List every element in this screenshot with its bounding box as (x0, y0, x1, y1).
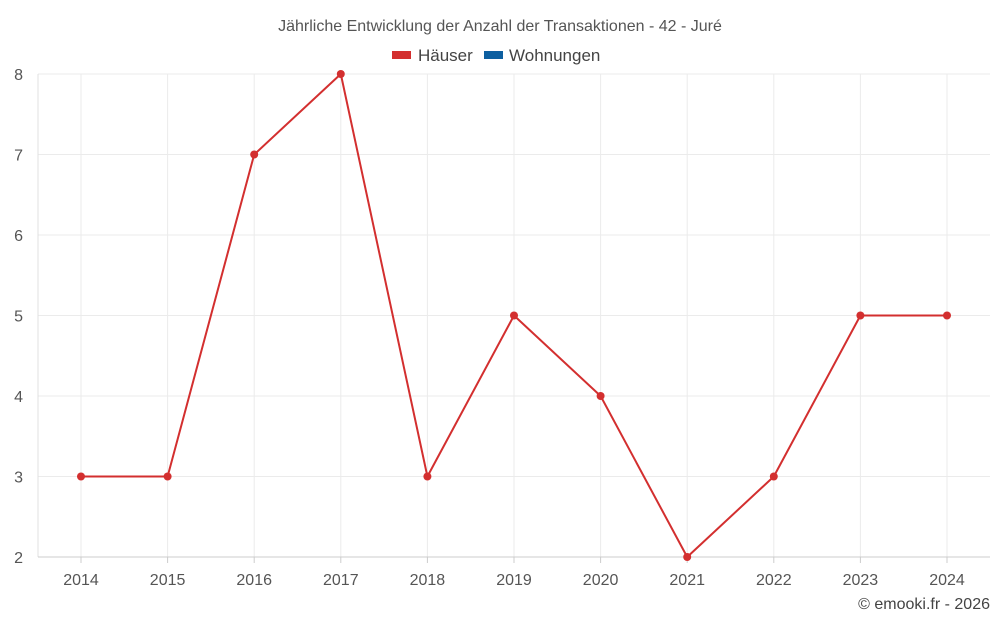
axes: 2 3 4 5 6 7 8 2014 2015 2016 2017 2018 2019 2020 2021 2… (14, 67, 990, 589)
y-tick-label-8: 8 (14, 67, 23, 84)
legend-swatch-haeuser (392, 51, 411, 59)
legend-swatch-wohnungen (484, 51, 503, 59)
legend-label-haeuser: Häuser (418, 46, 473, 65)
chart-title: Jährliche Entwicklung der Anzahl der Tra… (278, 18, 722, 35)
legend-label-wohnungen: Wohnungen (509, 46, 600, 65)
series-haeuser (77, 70, 951, 561)
data-point-haeuser-2024[interactable] (943, 311, 951, 320)
data-point-haeuser-2021[interactable] (683, 553, 692, 561)
data-point-haeuser-2020[interactable] (596, 392, 605, 400)
data-point-haeuser-2014[interactable] (77, 472, 85, 481)
data-point-haeuser-2019[interactable] (510, 311, 518, 320)
data-point-haeuser-2015[interactable] (163, 472, 172, 481)
data-point-haeuser-2018[interactable] (423, 472, 432, 481)
x-tick-label-2014: 2014 (63, 572, 99, 589)
data-point-haeuser-2022[interactable] (769, 472, 778, 481)
data-point-haeuser-2017[interactable] (336, 70, 345, 78)
legend-item-haeuser[interactable]: Häuser (392, 46, 473, 65)
data-point-haeuser-2023[interactable] (856, 311, 865, 320)
x-tick-label-2016: 2016 (236, 572, 272, 589)
y-tick-label-7: 7 (14, 148, 23, 165)
y-tick-label-4: 4 (14, 389, 23, 406)
y-tick-label-2: 2 (14, 550, 23, 567)
y-tick-label-5: 5 (14, 309, 23, 326)
x-tick-label-2018: 2018 (410, 572, 446, 589)
x-tick-label-2020: 2020 (583, 572, 619, 589)
x-tick-label-2015: 2015 (150, 572, 186, 589)
x-tick-label-2022: 2022 (756, 572, 792, 589)
data-point-haeuser-2016[interactable] (250, 150, 259, 159)
x-tick-label-2023: 2023 (843, 572, 879, 589)
y-tick-label-3: 3 (14, 470, 23, 487)
grid (38, 73, 990, 557)
x-tick-label-2019: 2019 (496, 572, 532, 589)
x-tick-label-2024: 2024 (929, 572, 965, 589)
x-tick-label-2021: 2021 (669, 572, 705, 589)
legend-item-wohnungen[interactable]: Wohnungen (484, 46, 600, 65)
legend: Häuser Wohnungen (392, 46, 600, 65)
y-tick-label-6: 6 (14, 228, 23, 245)
footer-credit: © emooki.fr - 2026 (858, 596, 990, 613)
x-tick-label-2017: 2017 (323, 572, 359, 589)
